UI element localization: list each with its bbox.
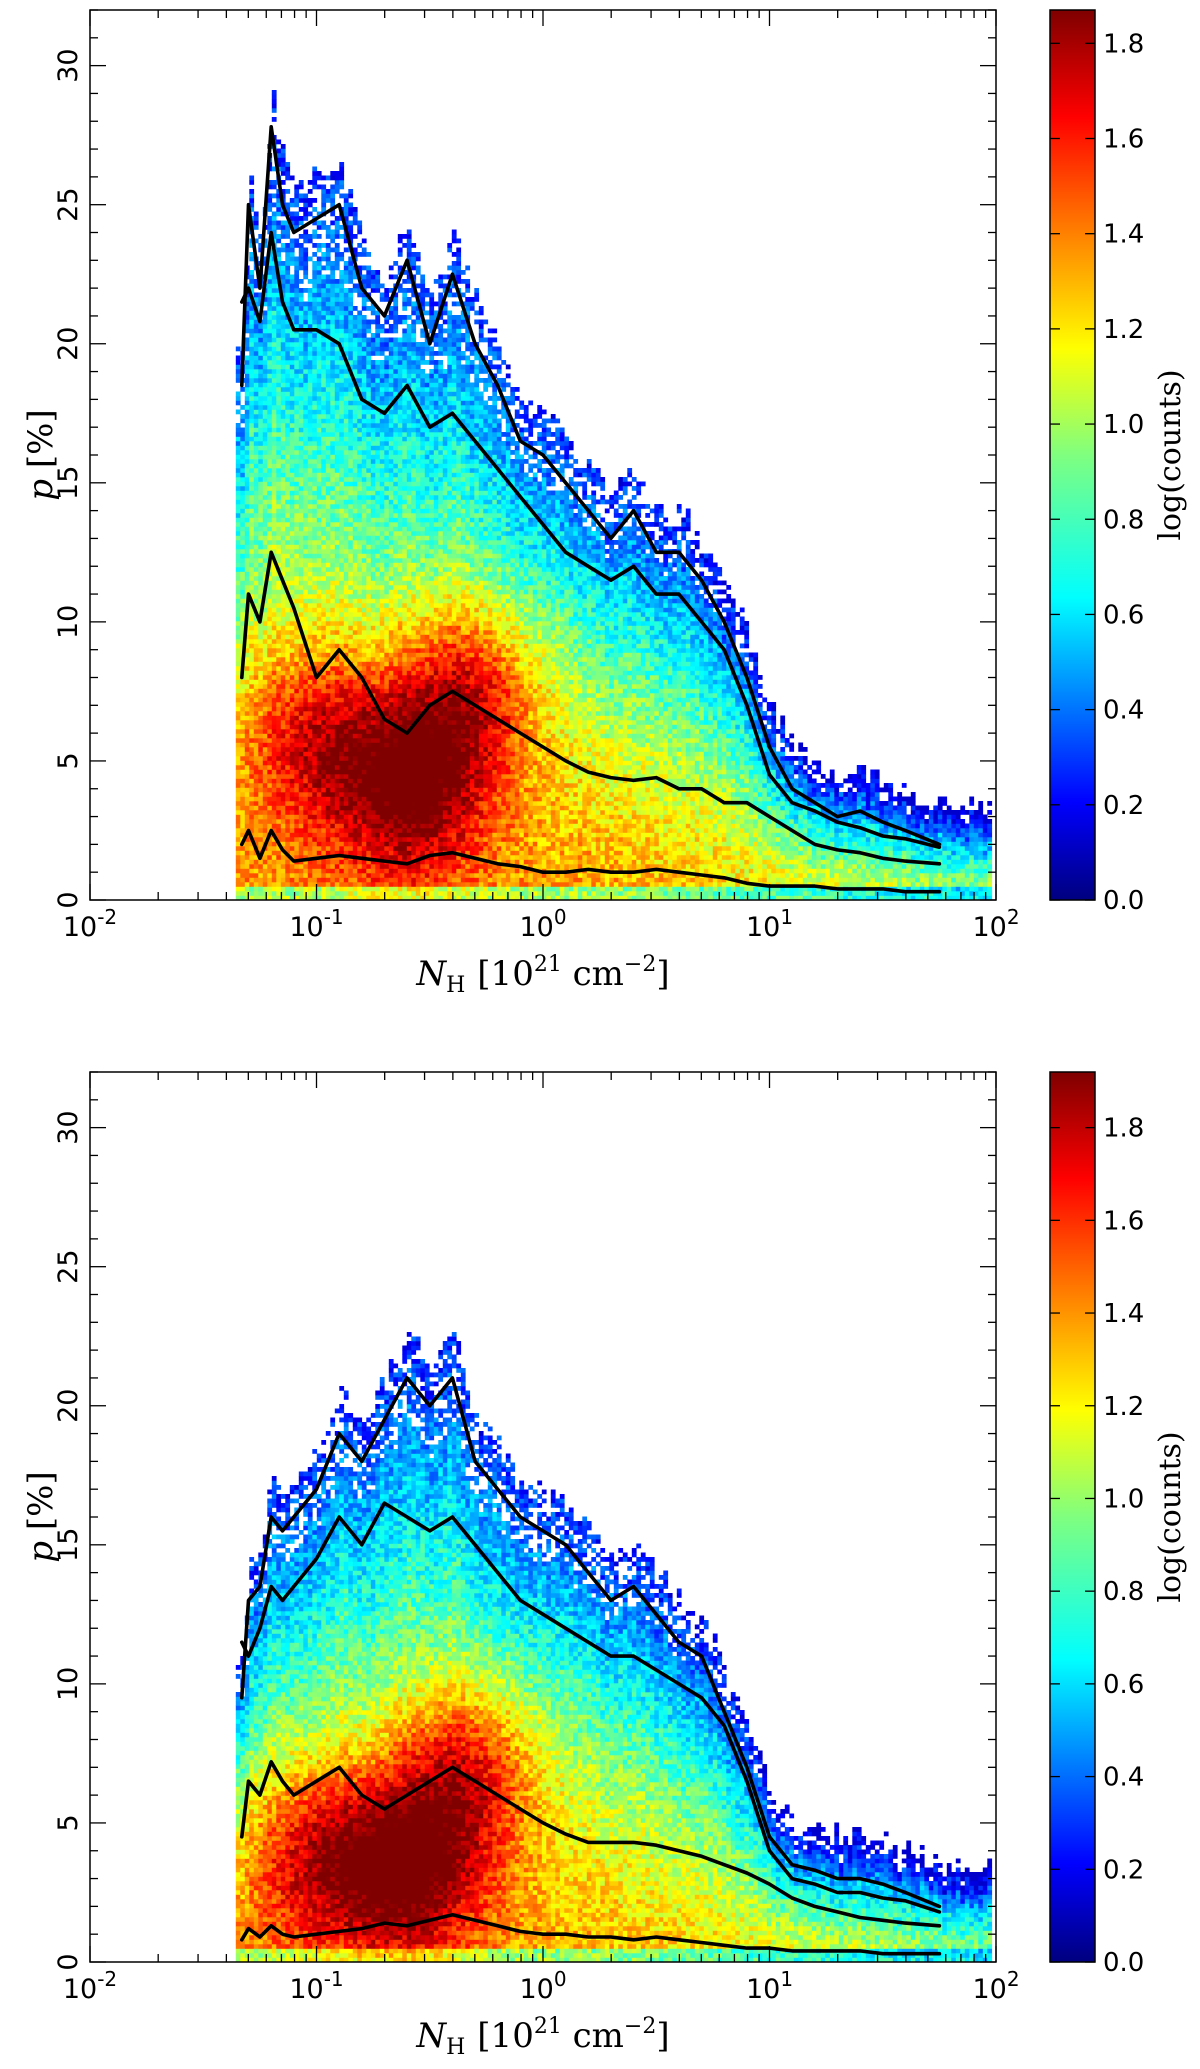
y-tick-label: 0 [53,1953,84,1970]
y-tick-label: 25 [53,188,84,222]
colorbar-tick-label: 1.0 [1103,1484,1144,1514]
top-y-axis-label: p [%] [21,409,61,500]
y-tick-label: 20 [53,1389,84,1423]
x-tick-label: 10-1 [289,1967,343,2005]
colorbar-tick-label: 1.2 [1103,1392,1144,1422]
colorbar-tick-label: 0.8 [1103,505,1144,535]
colorbar-tick-label: 0.8 [1103,1577,1144,1607]
colorbar-tick-label: 0.0 [1103,886,1144,916]
y-tick-label: 10 [53,1667,84,1701]
y-tick-label: 5 [53,1814,84,1831]
x-tick-label: 100 [519,1967,566,2005]
colorbar-tick-label: 0.2 [1103,791,1144,821]
colorbar-tick-label: 1.8 [1103,1114,1144,1144]
top-colorbar [1050,10,1095,900]
x-tick-label: 10-2 [63,905,117,943]
y-tick-label: 20 [53,327,84,361]
colorbar-tick-label: 0.6 [1103,600,1144,630]
x-tick-label: 101 [746,1967,793,2005]
colorbar-tick-label: 0.4 [1103,696,1144,726]
x-tick-label: 10-2 [63,1967,117,2005]
bottom-colorbar [1050,1072,1095,1962]
x-tick-label: 102 [972,905,1019,943]
y-tick-label: 30 [53,1110,84,1144]
colorbar-tick-label: 1.8 [1103,29,1144,59]
y-tick-label: 25 [53,1250,84,1284]
colorbar-tick-label: 1.2 [1103,315,1144,345]
top-x-axis-label: NH [1021 cm−2] [415,952,669,998]
colorbar-tick-label: 0.6 [1103,1670,1144,1700]
colorbar-tick-label: 0.4 [1103,1763,1144,1793]
bottom-x-tick-labels: 10-2 10-1 100 101 102 [63,1967,1020,2005]
colorbar-tick-label: 1.4 [1103,1299,1144,1329]
y-tick-label: 10 [53,605,84,639]
bottom-colorbar-label: log(counts) [1153,1431,1188,1602]
y-tick-label: 5 [53,752,84,769]
colorbar-tick-label: 1.0 [1103,410,1144,440]
x-tick-label: 102 [972,1967,1019,2005]
x-tick-label: 101 [746,905,793,943]
colorbar-tick-label: 1.6 [1103,125,1144,155]
bottom-y-axis-label: p [%] [21,1471,61,1562]
colorbar-tick-label: 0.2 [1103,1855,1144,1885]
figure: 051015202530 10-2 10-1 100 101 102 p [%] NH[… [0,0,1200,2069]
x-tick-label: 100 [519,905,566,943]
y-tick-label: 30 [53,48,84,82]
bottom-density-heatmap [236,1332,992,1962]
colorbar-tick-label: 1.4 [1103,220,1144,250]
top-x-tick-labels: 10-2 10-1 100 101 102 [63,905,1020,943]
y-tick-label: 0 [53,891,84,908]
colorbar-tick-label: 1.6 [1103,1206,1144,1236]
x-tick-label: 10-1 [289,905,343,943]
colorbar-tick-label: 0.0 [1103,1948,1144,1978]
bottom-x-axis-label: NH [1021 cm−2] [415,2014,669,2060]
top-colorbar-label: log(counts) [1153,369,1188,540]
